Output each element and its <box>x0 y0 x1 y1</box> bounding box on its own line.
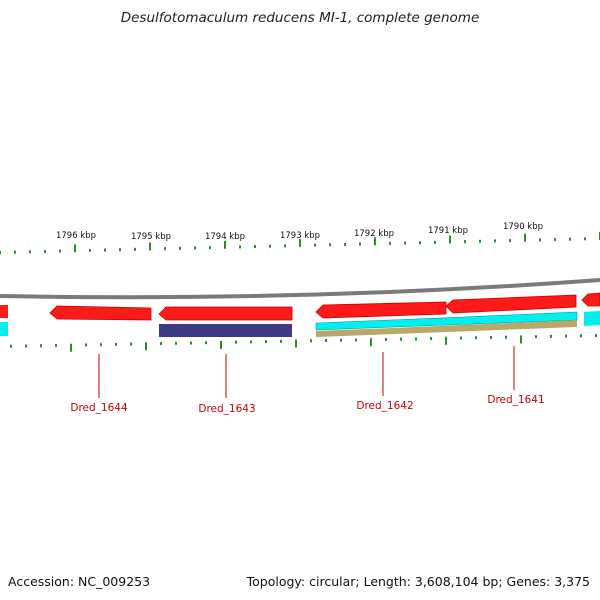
outer-tick-ring <box>0 232 600 254</box>
cds-arrow-dred-1641[interactable] <box>445 294 577 314</box>
cds-arrow-left-edge[interactable] <box>0 305 8 318</box>
inner-tick-ring <box>10 334 597 352</box>
gene-label[interactable]: Dred_1641 <box>487 394 544 406</box>
kbp-label: 1792 kbp <box>354 229 394 239</box>
map-title: Desulfotomaculum reducens MI-1, complete… <box>120 10 480 26</box>
cds-track <box>0 292 600 321</box>
olive-track <box>316 320 577 337</box>
kbp-label: 1796 kbp <box>56 231 96 241</box>
feature-tracks <box>0 311 600 337</box>
cyan-track-right <box>584 311 600 326</box>
gene-label[interactable]: Dred_1644 <box>70 402 128 414</box>
cyan-track-left <box>0 322 8 336</box>
cds-arrow-right-edge[interactable] <box>581 292 600 307</box>
genome-backbone <box>0 278 600 300</box>
cds-arrow-dred-1644[interactable] <box>49 305 152 321</box>
kbp-label: 1793 kbp <box>280 231 320 241</box>
kbp-label: 1794 kbp <box>205 232 245 242</box>
cds-arrow-dred-1643[interactable] <box>158 306 293 321</box>
gene-label[interactable]: Dred_1642 <box>356 400 413 412</box>
kbp-label: 1790 kbp <box>503 222 543 232</box>
rna-feature-block[interactable] <box>159 324 292 337</box>
gene-labels: Dred_1644 Dred_1643 Dred_1642 Dred_1641 <box>70 346 545 415</box>
genome-summary-text: Topology: circular; Length: 3,608,104 bp… <box>246 574 590 589</box>
accession-text: Accession: NC_009253 <box>8 574 151 589</box>
cds-arrow-dred-1642[interactable] <box>315 301 447 319</box>
kbp-label: 1791 kbp <box>428 226 468 236</box>
kbp-scale-labels: 1796 kbp 1795 kbp 1794 kbp 1793 kbp 1792 kbp… <box>56 222 543 242</box>
kbp-label: 1795 kbp <box>131 232 171 242</box>
gene-label[interactable]: Dred_1643 <box>198 403 255 415</box>
